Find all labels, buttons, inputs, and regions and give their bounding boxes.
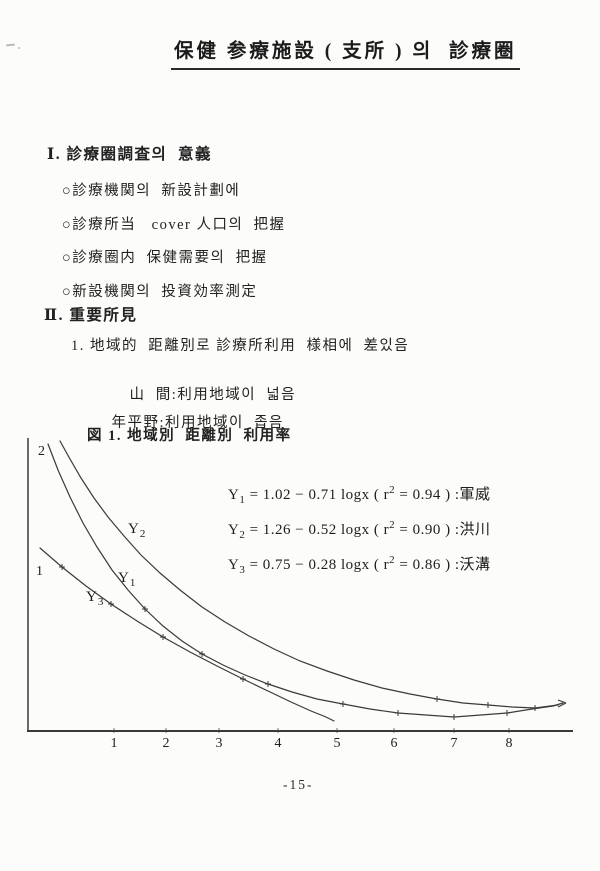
bullet-item: ○診療圈内 保健需要의 把握: [62, 250, 268, 266]
bullet-item: ○診療機関의 新設計劃에: [62, 183, 241, 199]
sub-item-mountain: 山 間:利用地域이 넓음: [109, 366, 296, 421]
section-2-heading: Ⅱ. 重要所見: [44, 307, 138, 324]
sub-item-text: 利用地域이 좁음: [165, 415, 284, 431]
y-axis-label: 1: [36, 564, 43, 579]
x-tick-label: 2: [162, 736, 170, 751]
scan-artifact: [18, 47, 20, 49]
sub-item-text: 利用地域이 넓음: [177, 387, 297, 403]
x-tick-label: 4: [274, 736, 282, 751]
bullet-item: ○新設機関의 投資効率測定: [62, 283, 258, 300]
x-tick-label: 3: [215, 736, 223, 751]
x-tick-label: 5: [333, 736, 341, 751]
equation-line: Y1 = 1.02 − 0.71 logx ( r2 = 0.94 ) :軍威: [228, 484, 491, 506]
sub-item-plain: 年平野:利用地域이 좁음: [91, 394, 284, 449]
page-title: 保健 参療施設 ( 支所 ) 의 診療圈: [171, 34, 520, 70]
equation-line: Y2 = 1.26 − 0.52 logx ( r2 = 0.90 ) :洪川: [228, 519, 491, 541]
page-number: -15-: [283, 777, 314, 792]
curve-label: Y2: [128, 521, 147, 540]
curve-label: Y1: [118, 570, 137, 589]
bullet-item: ○診療所当 cover 人口의 把握: [62, 216, 286, 233]
y-axis-label: 2: [38, 444, 45, 459]
x-tick-label: 6: [390, 736, 398, 751]
curve-end-arrow-icon: [557, 699, 567, 704]
figure-caption: 図 1. 地域別 距離別 利用率: [87, 428, 292, 444]
equation-line: Y3 = 0.75 − 0.28 logx ( r2 = 0.86 ) :沃溝: [228, 554, 491, 576]
section-1-bullet-list: ○診療機関의 新設計劃에 ○診療所当 cover 人口의 把握 ○診療圈内 保健需要…: [62, 182, 286, 302]
equation-block: Y1 = 1.02 − 0.71 logx ( r2 = 0.94 ) :軍威 Y…: [228, 483, 491, 576]
curve-label: Y3: [86, 589, 105, 608]
scan-artifact: [5, 43, 16, 47]
sub-item-label: 年平野:: [111, 415, 166, 431]
x-tick-label: 1: [110, 736, 118, 751]
x-tick-label: 8: [505, 736, 513, 751]
curve-end-arrow-icon: [557, 702, 567, 708]
section-2-item-1: 1. 地域的 距離別로 診療所利用 様相에 差있음: [71, 338, 410, 354]
section-1-heading: Ⅰ. 診療圈調査의 意義: [47, 146, 213, 163]
x-tick-label: 7: [450, 736, 458, 751]
sub-item-label: 山 間:: [129, 387, 178, 403]
